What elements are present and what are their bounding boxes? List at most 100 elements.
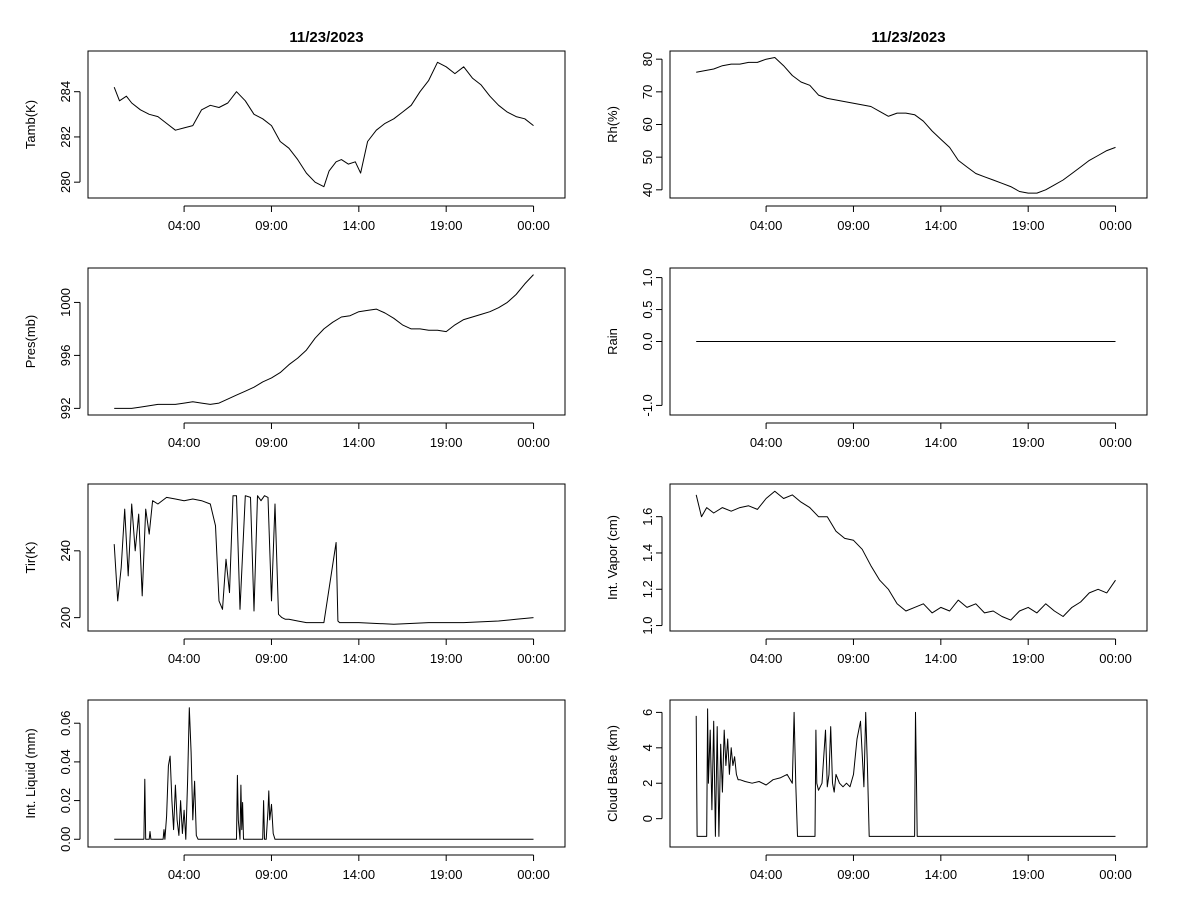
chart-title: 11/23/2023 xyxy=(871,29,945,46)
x-tick-label: 14:00 xyxy=(925,867,958,882)
x-tick-label: 19:00 xyxy=(430,651,463,666)
plot-frame xyxy=(669,699,1148,848)
y-tick-label: 0.04 xyxy=(58,749,73,774)
x-tick-label: 19:00 xyxy=(1012,435,1045,450)
x-tick-label: 14:00 xyxy=(925,651,958,666)
y-tick-label: 0 xyxy=(640,815,655,822)
x-tick-label: 19:00 xyxy=(1012,867,1045,882)
x-tick-label: 19:00 xyxy=(1012,218,1045,233)
series-line-tir-k xyxy=(113,495,534,625)
x-tick-label: 00:00 xyxy=(517,651,550,666)
x-tick-label: 14:00 xyxy=(343,218,376,233)
chart-title: 11/23/2023 xyxy=(289,29,363,46)
y-tick-label: 80 xyxy=(640,52,655,66)
y-tick-label: 0.02 xyxy=(58,788,73,813)
panel-cloud-base-km: 04:00 09:00 14:00 19:00 00:00 0 2 4 6 Cloud Base … xyxy=(605,699,1148,882)
x-tick-label: 09:00 xyxy=(255,218,288,233)
x-tick-label: 04:00 xyxy=(750,651,783,666)
y-tick-label: 60 xyxy=(640,117,655,131)
y-tick-label: 0.06 xyxy=(58,711,73,736)
panel-int-liquid-mm: 04:00 09:00 14:00 19:00 00:00 0.00 0.02 0.04 0.0… xyxy=(23,699,566,882)
plot-frame xyxy=(87,699,566,848)
series-line-rh xyxy=(696,57,1116,194)
x-tick-label: 00:00 xyxy=(517,218,550,233)
y-tick-label: 70 xyxy=(640,85,655,99)
plot-frame xyxy=(87,483,566,632)
y-tick-label: 200 xyxy=(58,607,73,629)
x-tick-label: 04:00 xyxy=(750,867,783,882)
x-tick-label: 14:00 xyxy=(343,867,376,882)
x-tick-label: 09:00 xyxy=(255,435,288,450)
x-tick-label: 14:00 xyxy=(925,218,958,233)
y-tick-label: 1.0 xyxy=(640,269,655,287)
panel-tamb-k: 11/23/2023 04:00 09:00 14:00 19:00 00:00 280 28… xyxy=(23,29,566,233)
y-tick-label: 1.6 xyxy=(640,508,655,526)
y-tick-label: 4 xyxy=(640,744,655,751)
series-line-cloud-base-km xyxy=(695,708,1116,837)
x-tick-label: 14:00 xyxy=(343,651,376,666)
y-axis-label: Rh(%) xyxy=(605,106,620,143)
x-tick-label: 00:00 xyxy=(517,867,550,882)
panel-rain: 04:00 09:00 14:00 19:00 00:00 -1.0 0.0 0.5 1.0 Ra… xyxy=(605,267,1148,450)
y-tick-label: 50 xyxy=(640,150,655,164)
x-tick-label: 00:00 xyxy=(1099,867,1132,882)
x-tick-label: 09:00 xyxy=(837,435,870,450)
x-tick-label: 19:00 xyxy=(430,867,463,882)
x-tick-label: 00:00 xyxy=(1099,651,1132,666)
y-tick-label: 1.0 xyxy=(640,617,655,635)
y-tick-label: 280 xyxy=(58,171,73,193)
x-tick-label: 09:00 xyxy=(255,867,288,882)
y-tick-label: 996 xyxy=(58,345,73,367)
series-line-int-vapor-cm xyxy=(695,490,1116,621)
x-tick-label: 04:00 xyxy=(750,218,783,233)
x-tick-label: 19:00 xyxy=(430,218,463,233)
y-tick-label: 1000 xyxy=(58,288,73,317)
x-tick-label: 09:00 xyxy=(837,867,870,882)
plot-frame xyxy=(669,483,1148,632)
y-tick-label: 0.0 xyxy=(640,332,655,350)
y-tick-label: 1.2 xyxy=(640,580,655,598)
y-tick-label: 0.00 xyxy=(58,827,73,852)
x-tick-label: 04:00 xyxy=(168,867,201,882)
plot-frame xyxy=(87,267,566,416)
y-axis-label: Int. Liquid (mm) xyxy=(23,728,38,818)
x-tick-label: 19:00 xyxy=(1012,651,1045,666)
y-axis-label: Pres(mb) xyxy=(23,315,38,368)
y-tick-label: 240 xyxy=(58,540,73,562)
y-tick-label: 40 xyxy=(640,183,655,197)
x-tick-label: 04:00 xyxy=(168,435,201,450)
y-tick-label: -1.0 xyxy=(640,394,655,416)
y-axis-label: Rain xyxy=(605,328,620,355)
series-line-int-liquid-mm xyxy=(114,707,534,840)
y-tick-label: 2 xyxy=(640,780,655,787)
x-tick-label: 09:00 xyxy=(255,651,288,666)
panel-tir-k: 04:00 09:00 14:00 19:00 00:00 200 240 Tir(K) xyxy=(23,483,566,666)
y-tick-label: 6 xyxy=(640,709,655,716)
x-tick-label: 00:00 xyxy=(1099,435,1132,450)
x-tick-label: 14:00 xyxy=(925,435,958,450)
y-axis-label: Cloud Base (km) xyxy=(605,725,620,822)
y-axis-label: Int. Vapor (cm) xyxy=(605,515,620,600)
x-tick-label: 00:00 xyxy=(1099,218,1132,233)
y-tick-label: 284 xyxy=(58,81,73,103)
x-tick-label: 14:00 xyxy=(343,435,376,450)
x-tick-label: 19:00 xyxy=(430,435,463,450)
x-tick-label: 09:00 xyxy=(837,651,870,666)
x-tick-label: 09:00 xyxy=(837,218,870,233)
panel-rh: 11/23/2023 04:00 09:00 14:00 19:00 00:00 40 50 6… xyxy=(605,29,1148,233)
x-tick-label: 04:00 xyxy=(750,435,783,450)
y-tick-label: 282 xyxy=(58,126,73,148)
plot-frame xyxy=(87,50,566,199)
y-axis-label: Tamb(K) xyxy=(23,100,38,149)
x-tick-label: 00:00 xyxy=(517,435,550,450)
y-tick-label: 1.4 xyxy=(640,544,655,562)
panel-int-vapor-cm: 04:00 09:00 14:00 19:00 00:00 1.0 1.2 1.4 1.6 Int… xyxy=(605,483,1148,666)
plot-frame xyxy=(669,267,1148,416)
y-tick-label: 992 xyxy=(58,398,73,420)
x-tick-label: 04:00 xyxy=(168,218,201,233)
y-axis-label: Tir(K) xyxy=(23,541,38,573)
series-line-pres-mb xyxy=(114,274,534,409)
y-tick-label: 0.5 xyxy=(640,301,655,319)
plot-frame xyxy=(669,50,1148,199)
